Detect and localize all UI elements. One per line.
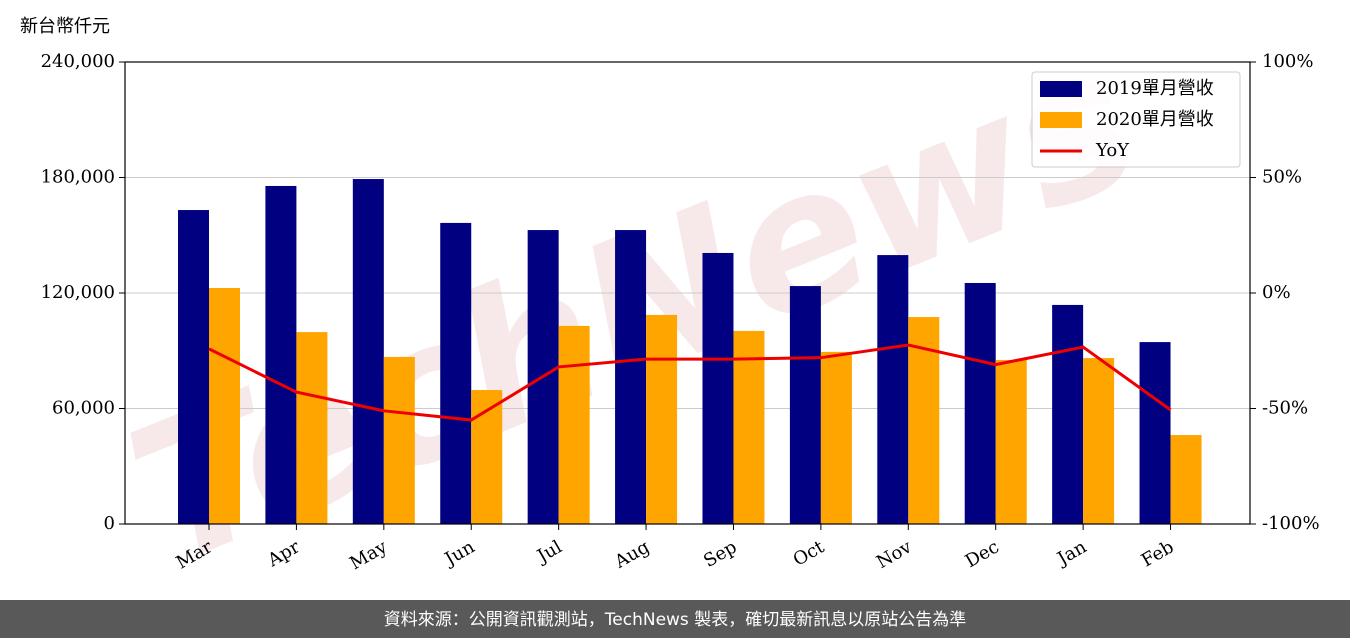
x-tick-label: Aug bbox=[610, 536, 653, 573]
legend-box bbox=[1031, 71, 1241, 168]
legend-label: YoY bbox=[1095, 140, 1130, 161]
bar bbox=[352, 179, 384, 525]
bar bbox=[178, 210, 209, 524]
bar bbox=[615, 230, 647, 525]
x-tick-label: Feb bbox=[1138, 536, 1178, 571]
bar bbox=[1139, 342, 1171, 524]
bar bbox=[558, 325, 590, 524]
footer: 資料來源：公開資訊觀測站，TechNews 製表，確切最新訊息以原站公告為準 bbox=[384, 610, 966, 630]
bar bbox=[265, 185, 297, 524]
y2-tick-label: -50% bbox=[1262, 398, 1308, 419]
y-axis-label: 新台幣仟元 bbox=[20, 16, 110, 37]
y2-tick-label: -100% bbox=[1262, 513, 1320, 534]
bar bbox=[646, 314, 678, 524]
bar bbox=[209, 287, 240, 524]
y2-tick-label: 100% bbox=[1262, 51, 1313, 72]
bar bbox=[789, 286, 821, 524]
bar bbox=[296, 332, 328, 524]
bar bbox=[440, 222, 472, 524]
bar bbox=[1052, 304, 1084, 524]
bar bbox=[733, 330, 765, 524]
x-tick-label: Oct bbox=[790, 536, 829, 571]
legend-swatch bbox=[1040, 81, 1082, 97]
y-tick-label: 60,000 bbox=[52, 398, 115, 419]
footer-bar bbox=[0, 600, 1350, 638]
y-tick-label: 240,000 bbox=[41, 51, 115, 72]
y-tick-label: 0 bbox=[104, 513, 115, 534]
x-tick-label: Jul bbox=[532, 536, 566, 568]
bar bbox=[1083, 358, 1115, 524]
legend-label: 2019單月營收 bbox=[1096, 78, 1214, 99]
bar bbox=[1170, 435, 1202, 524]
x-tick-label: Jun bbox=[440, 536, 479, 571]
x-tick-label: Jan bbox=[1052, 536, 1090, 570]
bar bbox=[995, 359, 1027, 524]
bar bbox=[702, 252, 734, 524]
x-tick-label: Sep bbox=[700, 536, 740, 571]
x-tick-label: Dec bbox=[962, 536, 1003, 572]
bar bbox=[383, 356, 415, 524]
legend-label: 2020單月營收 bbox=[1096, 109, 1214, 130]
bar bbox=[964, 282, 996, 524]
y2-tick-label: 50% bbox=[1262, 167, 1302, 188]
legend-swatch bbox=[1040, 112, 1082, 128]
y-tick-label: 120,000 bbox=[41, 282, 115, 303]
line bbox=[208, 343, 1172, 422]
x-tick-label: Nov bbox=[873, 536, 916, 573]
bar bbox=[820, 351, 852, 524]
x-tick-label: May bbox=[346, 536, 391, 574]
y2-tick-label: 0% bbox=[1262, 282, 1291, 303]
plot-frame bbox=[124, 61, 1251, 525]
bar bbox=[877, 255, 909, 524]
y-tick-label: 180,000 bbox=[41, 167, 115, 188]
